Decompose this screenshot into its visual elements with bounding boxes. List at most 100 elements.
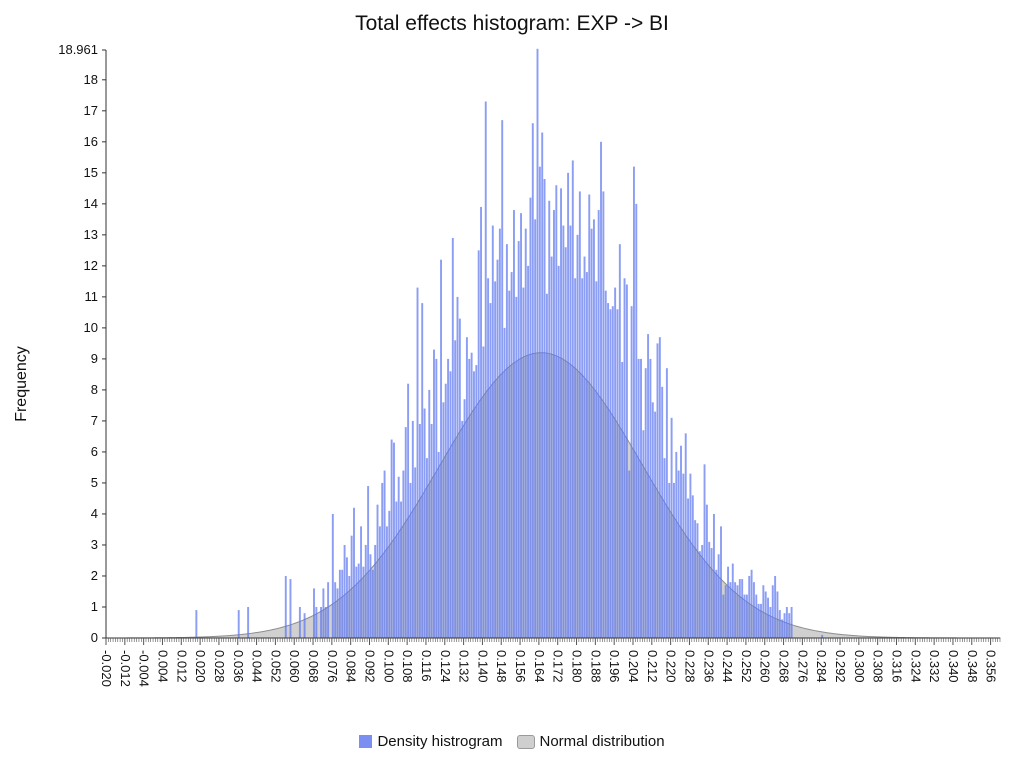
histogram-bar	[538, 166, 541, 638]
histogram-bar	[303, 613, 306, 638]
histogram-bar	[367, 486, 370, 638]
histogram-bar	[745, 594, 748, 638]
histogram-bar	[395, 501, 398, 638]
histogram-bar	[350, 535, 353, 638]
x-tick-label: 0.052	[268, 650, 283, 683]
histogram-bar	[470, 352, 473, 638]
histogram-bar	[463, 399, 466, 638]
histogram-bar	[468, 358, 471, 638]
histogram-bar	[640, 358, 642, 638]
y-tick-label: 7	[91, 413, 98, 428]
histogram-bar	[482, 346, 485, 638]
histogram-bar	[769, 606, 772, 638]
histogram-bar	[675, 451, 678, 638]
legend-item-density[interactable]: Density histrogram	[359, 733, 503, 750]
histogram-bar	[315, 606, 318, 638]
histogram-bar	[585, 272, 588, 638]
histogram-bar	[689, 473, 692, 638]
histogram-bar	[712, 513, 715, 638]
histogram-bar	[289, 579, 292, 638]
histogram-bar	[320, 606, 323, 638]
y-tick-label: 18	[84, 72, 98, 87]
histogram-bar	[435, 358, 438, 638]
histogram-bar	[437, 451, 440, 638]
x-tick-label: 0.228	[682, 650, 697, 683]
histogram-bar	[480, 206, 482, 638]
histogram-bar	[588, 194, 591, 639]
y-tick-label: 14	[84, 196, 98, 211]
histogram-bar	[661, 386, 664, 638]
histogram-bar	[644, 368, 647, 638]
x-tick-label: -0.020	[99, 650, 114, 687]
histogram-bar	[574, 278, 577, 638]
histogram-bar	[522, 287, 525, 638]
y-tick-label: 15	[84, 165, 98, 180]
histogram-bar	[353, 507, 355, 638]
histogram-bar	[404, 427, 407, 638]
histogram-bar	[473, 371, 475, 638]
histogram-bar	[409, 482, 412, 638]
histogram-bar	[430, 424, 433, 638]
histogram-bar	[451, 237, 454, 638]
x-tick-label: 0.284	[814, 650, 829, 683]
x-tick-label: 0.308	[871, 650, 886, 683]
histogram-bar	[571, 160, 574, 638]
histogram-bar	[357, 563, 360, 638]
legend-item-normal[interactable]: Normal distribution	[516, 733, 665, 750]
histogram-bar	[724, 585, 727, 638]
histogram-bar	[729, 582, 732, 638]
histogram-bar	[597, 210, 600, 639]
histogram-bar	[444, 383, 447, 638]
x-tick-label: 0.268	[777, 650, 792, 683]
histogram-bar	[727, 566, 730, 638]
histogram-bar	[397, 476, 400, 638]
histogram-bar	[477, 250, 480, 639]
histogram-bar	[720, 526, 722, 638]
histogram-bar	[423, 408, 426, 638]
y-tick-label: 16	[84, 134, 98, 149]
x-tick-label: 0.044	[250, 650, 265, 683]
x-tick-label: -0.012	[118, 650, 133, 687]
histogram-bar	[738, 579, 741, 638]
histogram-bar	[458, 318, 461, 638]
histogram-bar	[494, 281, 497, 638]
histogram-bar	[672, 482, 675, 638]
histogram-bar	[649, 358, 652, 638]
histogram-bar	[642, 430, 645, 638]
x-tick-label: 0.340	[946, 650, 961, 683]
histogram-bar	[517, 241, 520, 638]
x-tick-label: 0.140	[475, 650, 490, 683]
histogram-bar	[701, 544, 704, 638]
histogram-bar	[534, 219, 537, 638]
histogram-bar	[604, 290, 607, 638]
histogram-bar	[781, 619, 784, 638]
histogram-bar	[513, 210, 515, 639]
x-tick-label: 0.276	[795, 650, 810, 683]
histogram-bar	[496, 259, 499, 638]
histogram-bar	[557, 265, 560, 638]
histogram-bar	[682, 473, 685, 638]
chart-title: Total effects histogram: EXP -> BI	[355, 12, 669, 35]
x-tick-label: 0.244	[720, 650, 735, 683]
x-tick-label: 0.300	[852, 650, 867, 683]
histogram-bar	[414, 467, 417, 638]
histogram-bar	[778, 610, 781, 638]
histogram-bar	[425, 458, 428, 638]
histogram-bar	[595, 281, 598, 638]
histogram-bar	[501, 120, 504, 639]
histogram-bar	[771, 585, 774, 638]
x-tick-label: 0.316	[889, 650, 904, 683]
histogram-bar	[708, 541, 711, 638]
legend-label-normal: Normal distribution	[539, 733, 665, 750]
histogram-bar	[400, 501, 403, 638]
histogram-bar	[360, 526, 363, 638]
histogram-bar	[717, 554, 720, 638]
histogram-bar	[541, 132, 544, 638]
x-tick-label: 0.172	[551, 650, 566, 683]
histogram-bar	[411, 420, 414, 638]
histogram-bar	[691, 495, 694, 638]
histogram-bar	[616, 309, 619, 638]
x-tick-label: 0.084	[344, 650, 359, 683]
histogram-bar	[298, 606, 301, 638]
histogram-bar	[341, 569, 344, 638]
